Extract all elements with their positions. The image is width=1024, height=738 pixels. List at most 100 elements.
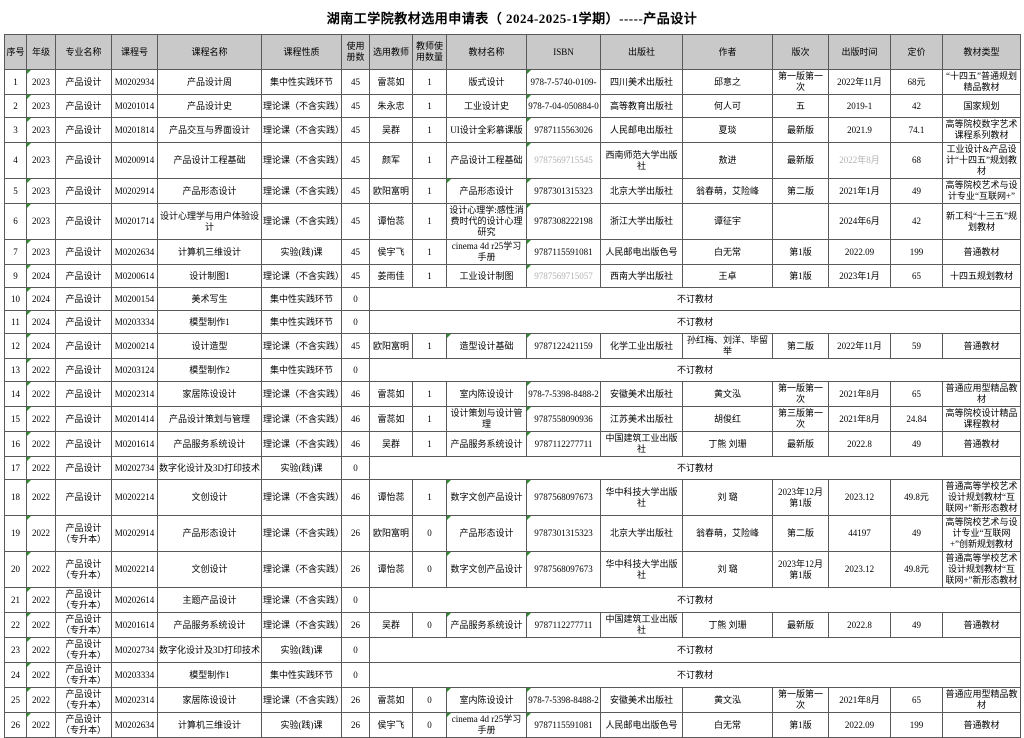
cell-major: 产品设计 (55, 456, 112, 480)
cell-course_id: M0202314 (111, 381, 158, 407)
cell-course_name: 设计造型 (157, 333, 262, 359)
column-header-grade: 年级 (26, 34, 56, 70)
cell-teacher: 颜军 (369, 142, 413, 179)
cell-course_type: 实验(践)课 (261, 712, 342, 738)
cell-teacher: 谭怡蕊 (369, 479, 413, 516)
cell-copies: 45 (341, 69, 370, 95)
cell-course_name: 产品交互与界面设计 (157, 117, 262, 143)
cell-edition: 五 (772, 94, 829, 118)
cell-no: 2 (4, 94, 27, 118)
cell-course_type: 集中性实践环节 (261, 69, 342, 95)
cell-copies: 45 (341, 333, 370, 359)
cell-course_type: 集中性实践环节 (261, 662, 342, 688)
column-header-publisher: 出版社 (600, 34, 683, 70)
cell-author: 敖进 (682, 142, 773, 179)
cell-course_name: 模型制作1 (157, 662, 262, 688)
cell-book_type: “十四五”普通规划精品教材 (942, 69, 1021, 95)
cell-no: 18 (4, 479, 27, 516)
cell-publisher: 浙江大学出版社 (600, 203, 683, 240)
header-row: 序号 年级 专业名称 课程号 课程名称 课程性质 使用册数 选用教师 教师使用数量 教材名称 ISB… (4, 34, 1021, 70)
cell-copies: 26 (341, 712, 370, 738)
table-row: 11 2024 产品设计 M0203334 模型制作1 集中性实践环节 0 不订教材 (4, 310, 1021, 334)
cell-no: 10 (4, 287, 27, 311)
cell-course_type: 理论课（不含实践） (261, 178, 344, 204)
cell-no: 15 (4, 406, 27, 432)
table-row: 19 2022 产品设计（专升本） M0202914 产品形态设计 理论课（不含实践） 26… (4, 515, 1021, 552)
cell-grade: 2022 (26, 637, 56, 663)
cell-publisher: 中国建筑工业出版社 (600, 431, 683, 457)
cell-price: 42 (890, 94, 943, 118)
cell-copies: 45 (341, 203, 370, 240)
cell-grade: 2022 (26, 456, 56, 480)
cell-edition: 第1版 (772, 712, 829, 738)
cell-course_name: 产品服务系统设计 (157, 431, 262, 457)
cell-author: 翁春萌，艾险峰 (682, 515, 773, 552)
cell-teacher: 朱永忠 (369, 94, 413, 118)
cell-edition: 2023年12月第1版 (772, 551, 829, 588)
cell-grade: 2023 (26, 203, 56, 240)
cell-publisher: 江苏美术出版社 (600, 406, 683, 432)
column-header-major: 专业名称 (55, 34, 112, 70)
cell-course_name: 家居陈设设计 (157, 381, 262, 407)
cell-copies: 26 (341, 612, 370, 638)
cell-course_id: M0202934 (111, 69, 158, 95)
cell-teacher: 欧阳富明 (369, 333, 413, 359)
cell-publisher: 北京大学出版社 (600, 178, 683, 204)
cell-no: 14 (4, 381, 27, 407)
cell-book_name: 产品服务系统设计 (446, 431, 527, 457)
cell-publisher: 四川美术出版社 (600, 69, 683, 95)
cell-course_id: M0203124 (111, 358, 158, 382)
cell-grade: 2022 (26, 515, 56, 552)
cell-no: 11 (4, 310, 27, 334)
cell-pub_date: 2022.8 (828, 431, 891, 457)
cell-author: 翁春萌，艾险峰 (682, 178, 773, 204)
cell-book_type: 高等院校艺术与设计专业“互联网+”创新规划教材 (942, 515, 1021, 552)
cell-major: 产品设计 (55, 264, 112, 288)
cell-major: 产品设计（专升本） (55, 637, 112, 663)
cell-copies: 46 (341, 431, 370, 457)
cell-course_id: M0200614 (111, 264, 158, 288)
cell-copies: 46 (341, 406, 370, 432)
cell-no: 4 (4, 142, 27, 179)
cell-course_type: 集中性实践环节 (261, 310, 342, 334)
cell-copies: 45 (341, 142, 370, 179)
cell-teacher: 欧阳富明 (369, 515, 413, 552)
cell-publisher: 人民邮电出版色号 (600, 239, 683, 265)
table-row: 15 2022 产品设计 M0201414 产品设计策划与管理 理论课（不含实践） 46 雷蕊… (4, 406, 1021, 432)
cell-teacher: 吴群 (369, 117, 413, 143)
cell-price: 59 (890, 333, 943, 359)
cell-edition: 最新版 (772, 612, 829, 638)
cell-major: 产品设计 (55, 406, 112, 432)
cell-no: 20 (4, 551, 27, 588)
cell-teacher_count: 0 (412, 612, 447, 638)
cell-course_type: 理论课（不含实践） (261, 551, 344, 588)
cell-book_type: 普通应用型精品教材 (942, 687, 1021, 713)
column-header-book_type: 教材类型 (942, 34, 1021, 70)
cell-course_id: M0201614 (111, 612, 158, 638)
cell-course_type: 理论课（不含实践） (261, 264, 344, 288)
cell-course_name: 产品服务系统设计 (157, 612, 262, 638)
cell-grade: 2024 (26, 310, 56, 334)
cell-price: 65 (890, 264, 943, 288)
cell-edition: 第一版第一次 (772, 381, 829, 407)
cell-teacher_count: 0 (412, 712, 447, 738)
cell-copies: 0 (341, 456, 370, 480)
cell-copies: 46 (341, 381, 370, 407)
cell-author: 胡俊红 (682, 406, 773, 432)
cell-pub_date: 2024年6月 (828, 203, 891, 240)
cell-course_id: M0203334 (111, 310, 158, 334)
cell-copies: 0 (341, 662, 370, 688)
cell-publisher: 安徽美术出版社 (600, 381, 683, 407)
cell-major: 产品设计（专升本） (55, 687, 112, 713)
cell-teacher_count: 1 (412, 479, 447, 516)
cell-pub_date: 2022年11月 (828, 333, 891, 359)
cell-course_id: M0202634 (111, 712, 158, 738)
cell-grade: 2022 (26, 406, 56, 432)
cell-book_type: 普通教材 (942, 333, 1021, 359)
cell-edition: 第二版 (772, 333, 829, 359)
table-row: 22 2022 产品设计（专升本） M0201614 产品服务系统设计 理论课（不含实践）… (4, 612, 1021, 638)
cell-grade: 2023 (26, 142, 56, 179)
cell-grade: 2022 (26, 612, 56, 638)
table-row: 5 2023 产品设计 M0202914 产品形态设计 理论课（不含实践） 45 欧阳富明 1 产… (4, 178, 1021, 204)
cell-no: 6 (4, 203, 27, 240)
